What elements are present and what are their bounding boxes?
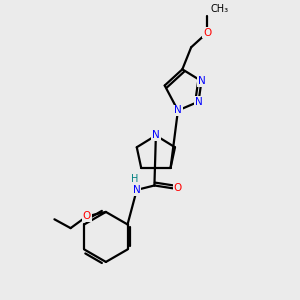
- Text: CH₃: CH₃: [210, 4, 228, 14]
- Text: O: O: [174, 183, 182, 194]
- Text: N: N: [174, 106, 182, 116]
- Text: N: N: [195, 97, 203, 107]
- Text: O: O: [83, 212, 91, 221]
- Text: H: H: [131, 174, 138, 184]
- Text: O: O: [203, 28, 212, 38]
- Text: N: N: [198, 76, 205, 86]
- Text: N: N: [133, 185, 141, 195]
- Text: N: N: [152, 130, 160, 140]
